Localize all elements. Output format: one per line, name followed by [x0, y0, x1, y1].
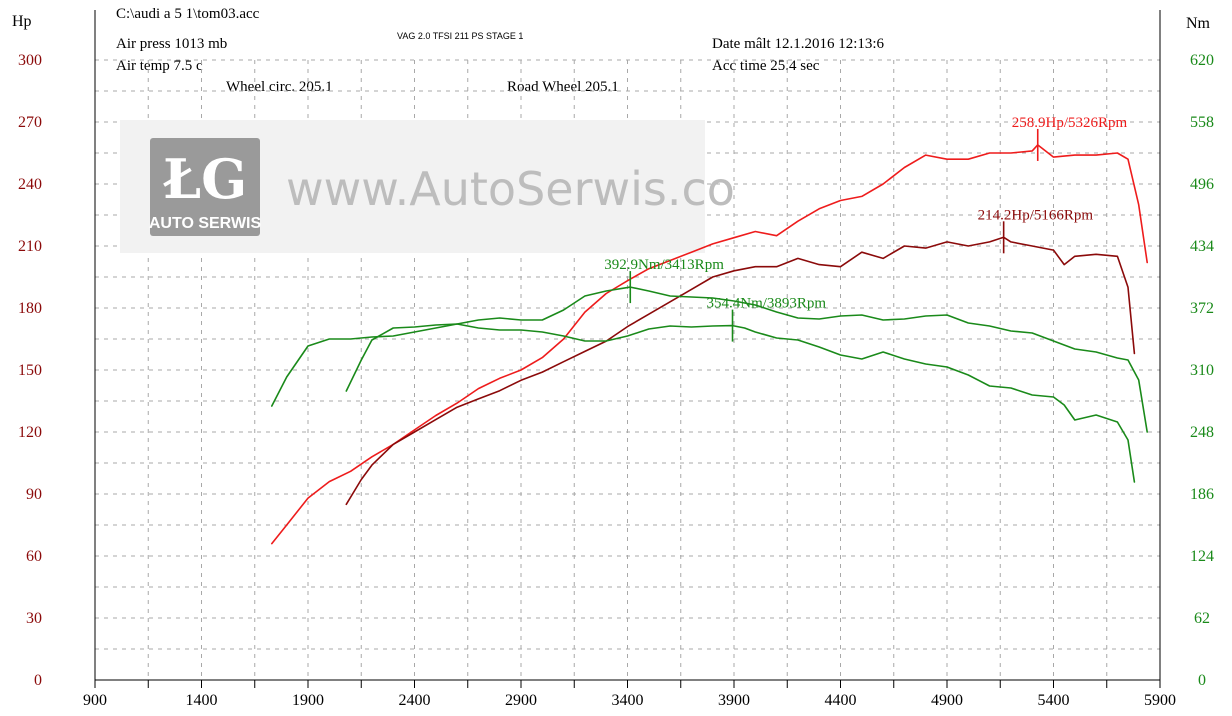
x-tick-label: 4900 — [931, 692, 963, 709]
y-left-tick-label: 270 — [18, 114, 42, 131]
y-right-tick-label: 558 — [1190, 114, 1214, 131]
run-subtitle: VAG 2.0 TFSI 211 PS STAGE 1 — [397, 31, 523, 41]
series-lines — [270, 144, 1148, 545]
y-left-tick-label: 150 — [18, 362, 42, 379]
x-tick-label: 1400 — [186, 692, 218, 709]
y-right-tick-label: 620 — [1190, 52, 1214, 69]
x-tick-label: 3900 — [718, 692, 750, 709]
watermark-logo-letters: ŁG — [163, 147, 247, 211]
peak-label: 354.4Nm/3893Rpm — [707, 296, 827, 312]
x-tick-label: 3400 — [612, 692, 644, 709]
x-tick-label: 5400 — [1038, 692, 1070, 709]
y-left-unit: Hp — [12, 13, 32, 30]
road-wheel: Road Wheel 205.1 — [507, 79, 619, 95]
axes — [94, 10, 1161, 688]
x-tick-label: 2900 — [505, 692, 537, 709]
peak-label: 392.9Nm/3413Rpm — [604, 257, 724, 273]
y-left-tick-label: 0 — [34, 672, 42, 689]
x-tick-label: 1900 — [292, 692, 324, 709]
file-path: C:\audi a 5 1\tom03.acc — [116, 6, 260, 22]
x-tick-label: 900 — [83, 692, 107, 709]
y-right-tick-label: 62 — [1194, 610, 1210, 627]
y-right-tick-label: 372 — [1190, 300, 1214, 317]
y-left-tick-label: 60 — [26, 548, 42, 565]
y-right-tick-label: 496 — [1190, 176, 1214, 193]
y-left-tick-label: 210 — [18, 238, 42, 255]
x-tick-label: 2400 — [399, 692, 431, 709]
series-line-1 — [270, 144, 1148, 545]
y-right-tick-label: 186 — [1190, 486, 1214, 503]
y-right-tick-label: 310 — [1190, 362, 1214, 379]
air-temp: Air temp 7.5 c — [116, 58, 203, 74]
x-tick-label: 4400 — [825, 692, 857, 709]
date-measured: Date mâlt 12.1.2016 12:13:6 — [712, 36, 885, 52]
y-right-unit: Nm — [1186, 15, 1211, 32]
y-left-tick-label: 300 — [18, 52, 42, 69]
watermark-logo-badge — [150, 138, 260, 236]
peak-annotations: 258.9Hp/5326Rpm 214.2Hp/5166Rpm 392.9Nm/34… — [604, 115, 1127, 342]
y-right-tick-label: 248 — [1190, 424, 1214, 441]
acc-time: Acc time 25.4 sec — [712, 58, 820, 74]
watermark: ŁG AUTO SERWIS www.AutoSerwis.co — [120, 120, 735, 253]
y-right-tick-label: 434 — [1190, 238, 1214, 255]
series-line-4 — [345, 323, 1136, 483]
series-line-3 — [270, 286, 1148, 433]
y-right-tick-label: 124 — [1190, 548, 1214, 565]
wheel-circ: Wheel circ. 205.1 — [226, 79, 333, 95]
watermark-logo-text: AUTO SERWIS — [149, 215, 262, 232]
y-right-tick-label: 0 — [1198, 672, 1206, 689]
peak-label: 258.9Hp/5326Rpm — [1012, 115, 1128, 131]
air-press: Air press 1013 mb — [116, 36, 227, 52]
series-line-2 — [345, 236, 1136, 506]
y-left-tick-label: 240 — [18, 176, 42, 193]
y-left-tick-label: 180 — [18, 300, 42, 317]
peak-label: 214.2Hp/5166Rpm — [978, 207, 1094, 223]
y-left-tick-label: 30 — [26, 610, 42, 627]
x-tick-label: 5900 — [1144, 692, 1176, 709]
watermark-url: www.AutoSerwis.co — [286, 162, 735, 216]
y-left-tick-label: 120 — [18, 424, 42, 441]
tick-labels: 900 1400 1900 2400 2900 3400 3900 4400 4900 5400 5… — [18, 52, 1214, 709]
y-left-tick-label: 90 — [26, 486, 42, 503]
